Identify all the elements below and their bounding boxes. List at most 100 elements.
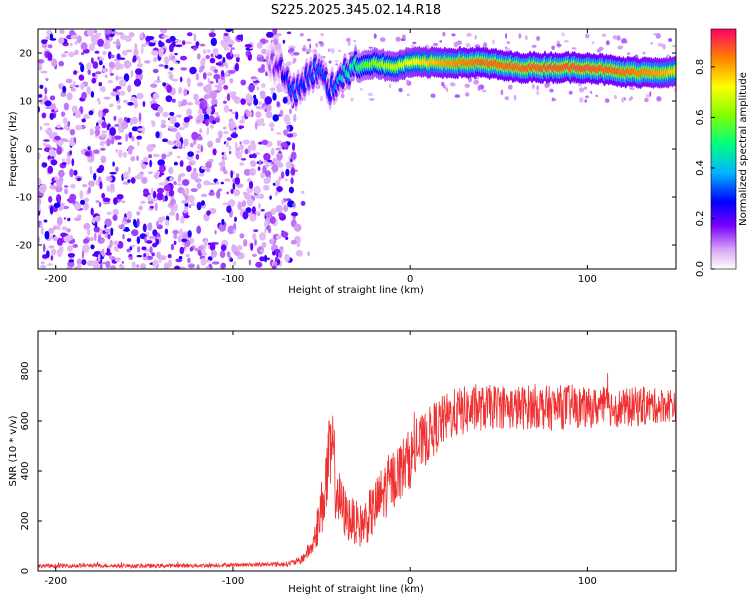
noise-blob [135, 68, 143, 75]
noise-blob [235, 111, 239, 120]
noise-blob [83, 202, 89, 211]
noise-blob [186, 165, 192, 173]
y-tick-label: 400 [20, 461, 31, 480]
colorbar-tick-label: 0.2 [695, 211, 706, 227]
noise-blob [147, 36, 155, 40]
noise-blob [269, 87, 276, 92]
noise-blob [283, 204, 289, 212]
noise-blob [173, 203, 178, 212]
noise-blob [87, 186, 92, 194]
noise-blob [257, 166, 261, 171]
noise-blob [127, 179, 131, 183]
noise-blob [277, 140, 280, 147]
noise-blob [75, 124, 83, 131]
noise-blob [254, 238, 257, 246]
noise-blob [42, 254, 49, 259]
noise-blob [72, 243, 78, 248]
noise-blob [158, 47, 165, 54]
noise-blob [60, 232, 67, 238]
noise-blob [213, 111, 219, 115]
noise-blob [67, 217, 71, 222]
noise-blob [75, 110, 82, 119]
colorbar-tick-label: 0.4 [695, 160, 706, 176]
noise-blob [173, 240, 177, 245]
noise-blob [141, 246, 147, 251]
noise-blob [174, 140, 182, 147]
noise-blob [197, 82, 204, 87]
noise-blob [238, 144, 244, 151]
noise-blob [218, 130, 223, 139]
noise-blob [272, 38, 279, 46]
noise-blob [44, 129, 53, 134]
noise-blob [263, 184, 270, 191]
noise-blob [111, 31, 118, 34]
noise-blob [249, 213, 257, 222]
noise-blob [150, 83, 158, 88]
noise-blob [291, 142, 296, 151]
noise-blob [62, 158, 66, 162]
noise-blob [256, 86, 260, 91]
noise-blob [164, 154, 171, 158]
noise-blob [61, 226, 68, 231]
colorbar-tick-label: 0.0 [695, 261, 706, 277]
noise-blob [47, 165, 54, 174]
noise-blob [264, 254, 268, 262]
noise-blob [466, 32, 472, 37]
noise-blob [217, 78, 224, 87]
noise-blob [183, 116, 190, 123]
noise-blob [151, 252, 155, 257]
noise-blob [657, 42, 662, 47]
noise-blob [50, 248, 57, 256]
noise-blob [148, 154, 153, 159]
noise-blob [197, 113, 205, 123]
noise-blob [222, 202, 230, 206]
noise-blob [48, 196, 53, 203]
noise-blob [492, 39, 495, 45]
noise-blob [169, 177, 174, 182]
noise-blob [330, 48, 335, 54]
noise-blob [223, 100, 227, 104]
noise-blob [507, 84, 513, 90]
noise-blob [123, 99, 128, 104]
noise-blob [235, 173, 240, 179]
noise-blob [100, 147, 106, 151]
noise-blob [284, 253, 290, 263]
noise-blob [42, 243, 46, 253]
noise-blob [125, 133, 128, 142]
noise-blob [285, 168, 290, 177]
noise-blob [104, 74, 108, 79]
noise-blob [265, 211, 273, 218]
noise-blob [214, 48, 219, 57]
noise-blob [261, 241, 267, 248]
noise-blob [172, 146, 178, 150]
noise-blob [106, 211, 112, 215]
noise-blob [196, 53, 201, 60]
noise-blob [69, 168, 74, 178]
noise-blob [230, 47, 235, 50]
noise-blob [595, 94, 598, 98]
noise-blob [50, 255, 54, 261]
noise-blob [286, 198, 292, 202]
noise-blob [474, 34, 477, 40]
x-tick-label: -100 [222, 576, 245, 587]
noise-blob [203, 180, 211, 186]
noise-blob [89, 237, 94, 242]
noise-blob [257, 212, 261, 216]
noise-blob [265, 164, 270, 168]
noise-blob [80, 82, 85, 90]
noise-blob [536, 36, 540, 41]
noise-blob [296, 241, 301, 248]
noise-blob [412, 41, 417, 45]
noise-blob [184, 41, 193, 44]
noise-blob [269, 195, 272, 200]
noise-blob [578, 97, 584, 103]
noise-blob [133, 101, 138, 109]
noise-blob [187, 257, 191, 264]
noise-blob [229, 91, 237, 96]
noise-blob [286, 133, 294, 138]
noise-blob [187, 151, 194, 157]
noise-blob [175, 212, 180, 221]
noise-blob [38, 106, 41, 113]
noise-blob [280, 171, 285, 179]
